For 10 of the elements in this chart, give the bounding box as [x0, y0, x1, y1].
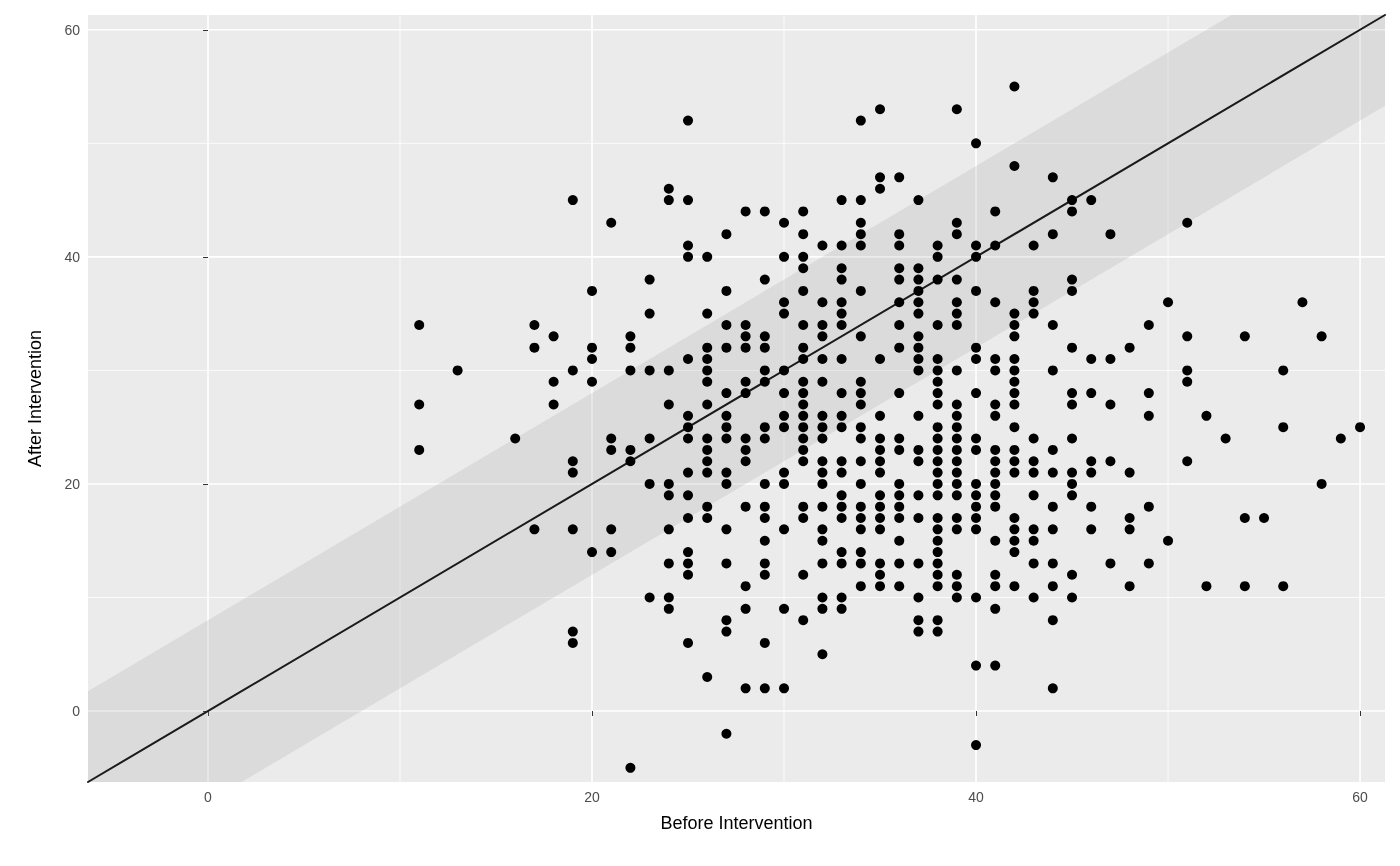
x-tick-label: 0 — [204, 789, 213, 805]
y-tick-label: 60 — [64, 21, 81, 38]
x-axis-title: Before Intervention — [660, 813, 813, 833]
y-tick-label: 40 — [64, 248, 81, 265]
y-tick-label: 20 — [64, 475, 81, 492]
x-tick-label: 40 — [968, 789, 985, 805]
y-axis-title: After Intervention — [25, 329, 45, 468]
x-tick-label: 60 — [1352, 789, 1369, 805]
y-tick-label: 0 — [72, 703, 81, 720]
x-tick-label: 20 — [584, 789, 601, 805]
